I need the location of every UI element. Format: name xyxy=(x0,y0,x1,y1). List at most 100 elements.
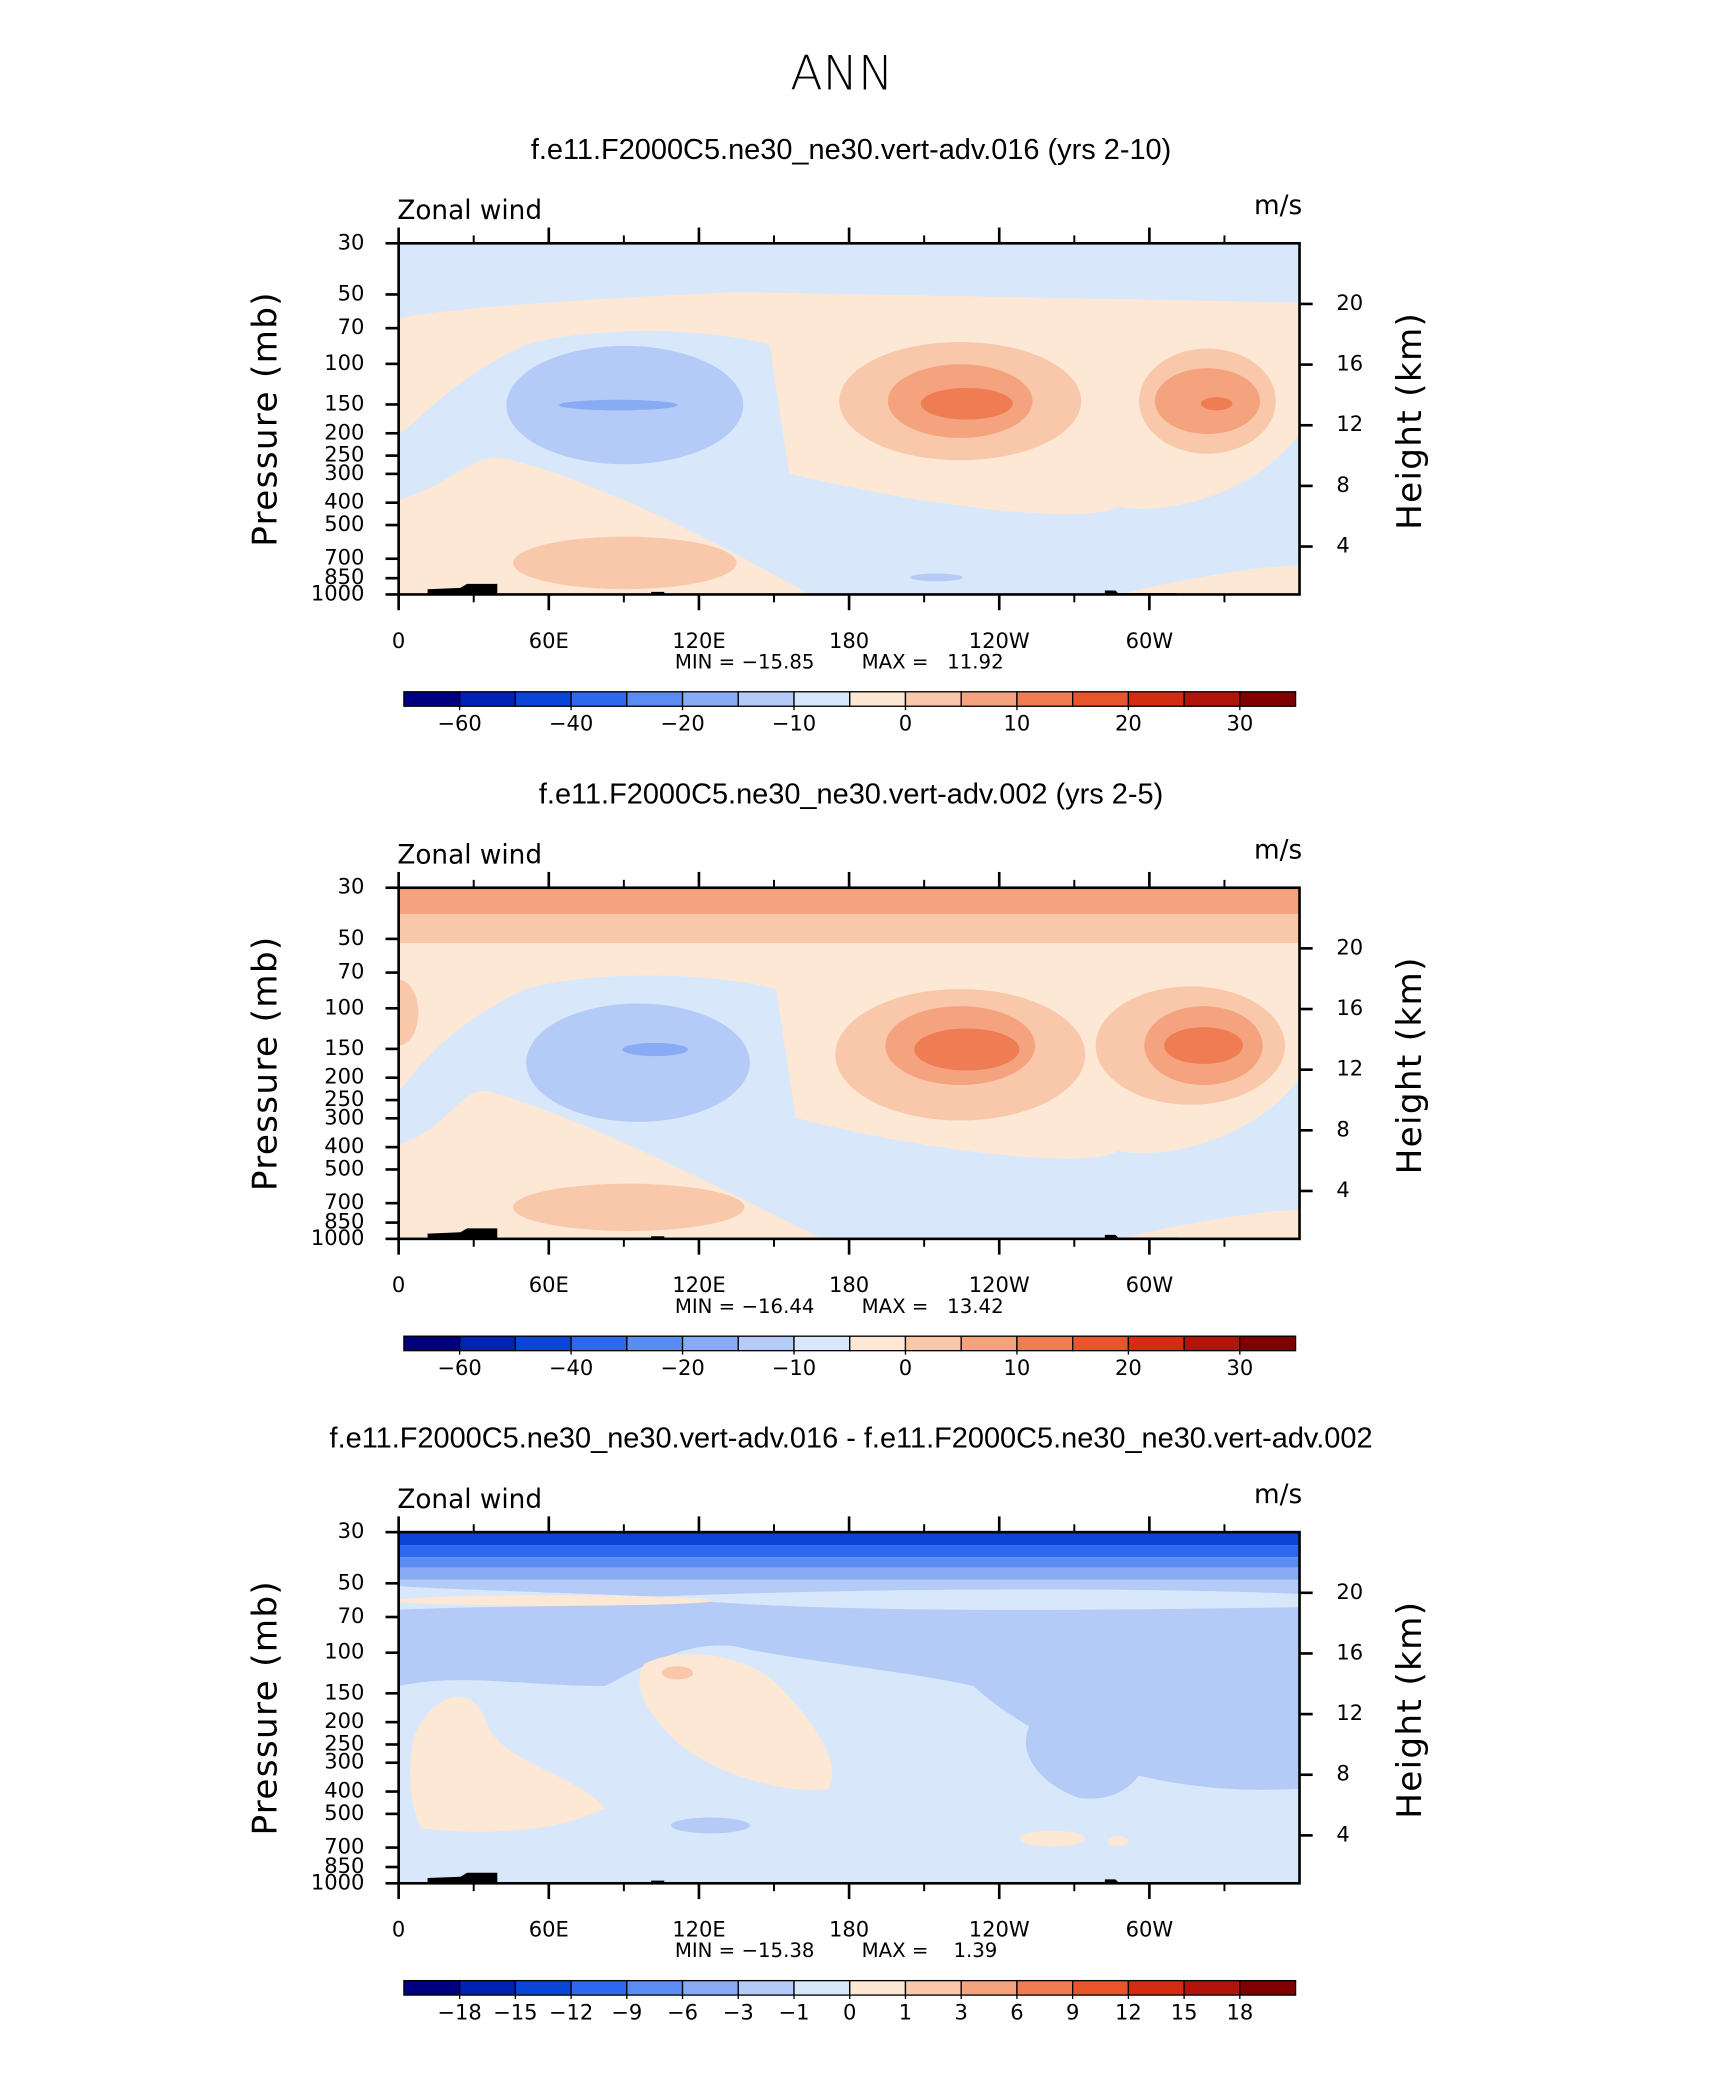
contour-fill xyxy=(410,1696,606,1832)
contour-field xyxy=(398,887,1300,1239)
colorbar-label: −40 xyxy=(549,711,593,736)
colorbar-box xyxy=(960,1979,1018,1996)
colorbar-box xyxy=(458,1979,517,1996)
y2-axis-label: Height (km) xyxy=(1390,312,1430,530)
y-axis-label: Pressure (mb) xyxy=(246,291,286,547)
colorbar-label: 3 xyxy=(955,2000,968,2025)
left-label: Zonal wind xyxy=(397,841,542,871)
y-tick-label: 850 xyxy=(324,1853,364,1878)
stat-label: MIN = −16.44 xyxy=(675,1295,815,1318)
x-tick-label: 60W xyxy=(1126,628,1174,653)
colorbar-box xyxy=(514,691,572,707)
panel-title: f.e11.F2000C5.ne30_ne30.vert-adv.016 (yr… xyxy=(531,134,1171,166)
colorbar-label: −3 xyxy=(723,2000,754,2025)
x-tick-label: 120E xyxy=(672,1917,725,1942)
contour-fill xyxy=(661,1666,694,1680)
colorbar-box xyxy=(960,1335,1018,1352)
colorbar-box xyxy=(904,1979,962,1996)
y-tick-label: 850 xyxy=(324,1209,364,1234)
colorbar-label: −15 xyxy=(493,2000,537,2025)
colorbar-label: 10 xyxy=(1004,1355,1031,1380)
contour-fill xyxy=(622,1042,688,1057)
colorbar-label: −20 xyxy=(660,711,704,736)
x-tick-label: 180 xyxy=(829,1917,869,1942)
contour-fill xyxy=(1200,397,1233,411)
colorbar-label: −60 xyxy=(437,711,481,736)
colorbar-box xyxy=(904,1335,962,1352)
x-tick-label: 0 xyxy=(392,628,405,653)
contour-fill xyxy=(914,1028,1020,1071)
colorbar-box xyxy=(1016,1335,1074,1352)
contour-field xyxy=(398,1532,1300,1884)
contour-fill xyxy=(1019,1830,1086,1847)
contour-fill xyxy=(398,979,419,1046)
contour-fill xyxy=(513,536,737,590)
contour-fill xyxy=(1025,1697,1148,1799)
colorbar-box xyxy=(1072,691,1130,707)
colorbar-box xyxy=(737,691,795,707)
colorbar-label: 20 xyxy=(1115,711,1142,736)
right-label: m/s xyxy=(1254,191,1302,221)
y-tick-label: 70 xyxy=(338,314,365,339)
colorbar-box xyxy=(737,1335,795,1352)
contour-fill xyxy=(526,1003,750,1122)
x-tick-label: 120W xyxy=(969,1917,1030,1942)
colorbar-box xyxy=(1183,691,1241,707)
x-tick-label: 120E xyxy=(672,1272,725,1297)
colorbar-label: 0 xyxy=(899,711,912,736)
colorbar-label: 1 xyxy=(899,2000,912,2025)
colorbar-label: 30 xyxy=(1226,1355,1253,1380)
y2-tick-label: 12 xyxy=(1336,1056,1363,1081)
colorbar-box xyxy=(1183,1335,1241,1352)
colorbar-box xyxy=(793,1335,851,1352)
x-tick-label: 0 xyxy=(392,1917,405,1942)
colorbar-label: −6 xyxy=(667,2000,698,2025)
y2-tick-label: 16 xyxy=(1336,351,1363,376)
colorbar-box xyxy=(849,691,907,707)
y2-tick-label: 12 xyxy=(1336,411,1363,436)
colorbar-label: −40 xyxy=(549,1355,593,1380)
y2-tick-label: 20 xyxy=(1336,1579,1363,1604)
y-tick-label: 150 xyxy=(324,390,364,415)
y-tick-label: 300 xyxy=(324,1749,364,1774)
colorbar-box xyxy=(514,1979,572,1996)
colorbar-box xyxy=(1127,1979,1185,1996)
y-tick-label: 250 xyxy=(324,1730,364,1755)
colorbar-label: −9 xyxy=(611,2000,642,2025)
y2-tick-label: 20 xyxy=(1336,934,1363,959)
y-tick-label: 400 xyxy=(324,489,364,514)
y2-tick-label: 4 xyxy=(1336,1177,1349,1202)
colorbar-box xyxy=(1127,1335,1185,1352)
colorbar-label: −18 xyxy=(437,2000,481,2025)
colorbar-label: 12 xyxy=(1115,2000,1142,2025)
y2-tick-label: 8 xyxy=(1336,1761,1349,1786)
y-tick-label: 500 xyxy=(324,1155,364,1180)
right-label: m/s xyxy=(1254,1480,1302,1510)
contour-fill xyxy=(1118,1209,1300,1239)
colorbar-box xyxy=(570,691,628,707)
y-tick-label: 100 xyxy=(324,350,364,375)
colorbar-box xyxy=(1072,1979,1130,1996)
y-tick-label: 300 xyxy=(324,1104,364,1129)
left-label: Zonal wind xyxy=(397,1485,542,1515)
contour-fill xyxy=(398,1545,1300,1558)
x-tick-label: 0 xyxy=(392,1272,405,1297)
colorbar-box xyxy=(1183,1979,1241,1996)
y-tick-label: 150 xyxy=(324,1035,364,1060)
y-tick-label: 400 xyxy=(324,1133,364,1158)
colorbar-label: −10 xyxy=(772,1355,816,1380)
colorbar-box xyxy=(1239,1979,1297,1996)
colorbar-box xyxy=(1016,691,1074,707)
contour-fill xyxy=(398,1595,711,1606)
contour-fill xyxy=(398,1579,1300,1597)
contour-fill xyxy=(513,1183,745,1231)
y-tick-label: 850 xyxy=(324,564,364,589)
colorbar-box xyxy=(1239,1335,1297,1352)
y-tick-label: 300 xyxy=(324,460,364,485)
contour-fill xyxy=(1107,1835,1129,1847)
colorbar-box xyxy=(793,691,851,707)
stat-label: MIN = −15.85 xyxy=(675,650,815,673)
y-tick-label: 200 xyxy=(324,1708,364,1733)
